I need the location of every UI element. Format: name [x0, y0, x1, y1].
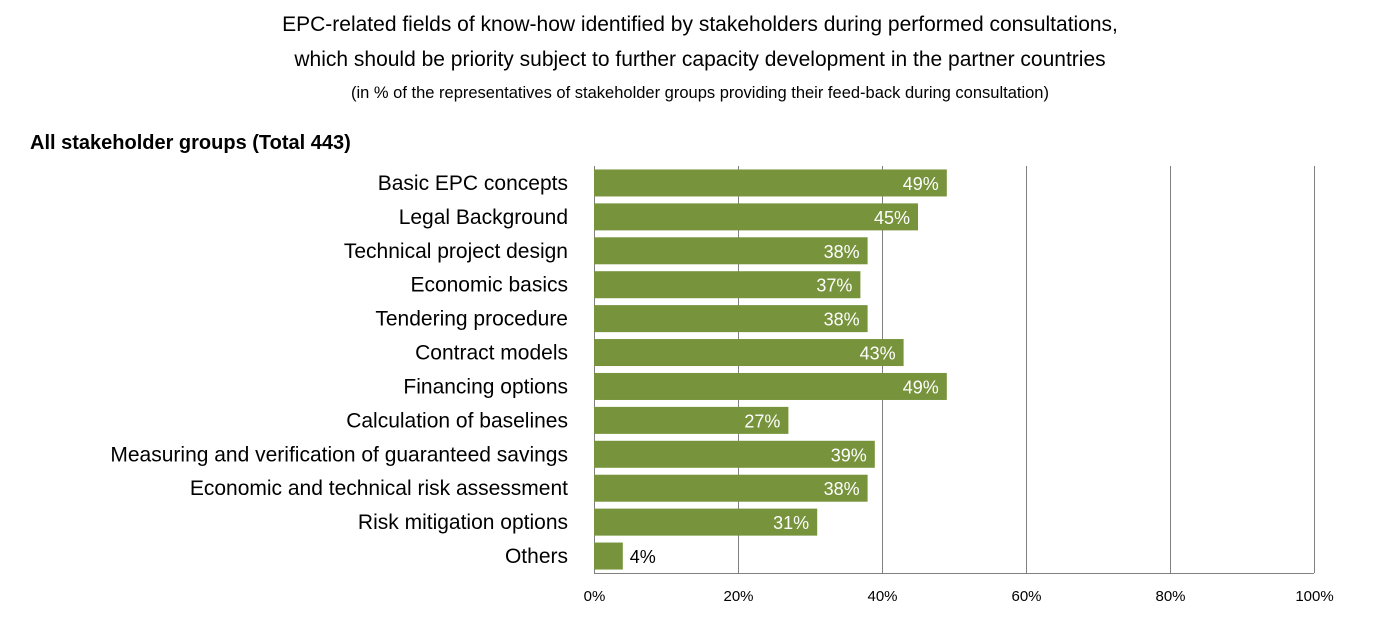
category-label: Contract models	[415, 342, 568, 365]
bar	[594, 169, 947, 197]
x-tick-label: 60%	[1011, 588, 1041, 605]
category-label: Others	[505, 545, 568, 568]
category-label: Legal Background	[399, 206, 568, 229]
value-label: 38%	[824, 479, 860, 499]
bar	[594, 440, 875, 468]
value-label: 38%	[824, 242, 860, 262]
value-label: 49%	[903, 174, 939, 194]
value-label: 45%	[874, 208, 910, 228]
x-tick-label: 80%	[1155, 588, 1185, 605]
bar	[594, 406, 789, 434]
category-label: Technical project design	[344, 240, 568, 263]
bar	[594, 203, 918, 231]
chart-subtitle: (in % of the representatives of stakehol…	[351, 84, 1049, 102]
bar	[594, 542, 623, 570]
bars	[594, 169, 947, 570]
bar	[594, 305, 868, 333]
bar	[594, 339, 904, 367]
category-label: Risk mitigation options	[358, 511, 568, 534]
bar	[594, 237, 868, 265]
category-label: Measuring and verification of guaranteed…	[110, 443, 568, 466]
chart-title-line-1: EPC-related fields of know-how identifie…	[282, 13, 1118, 36]
value-label: 43%	[860, 344, 896, 364]
group-title: All stakeholder groups (Total 443)	[30, 132, 351, 154]
category-label: Economic and technical risk assessment	[190, 477, 568, 500]
bar	[594, 271, 861, 299]
bar	[594, 372, 947, 400]
bar	[594, 474, 868, 502]
bar	[594, 508, 818, 536]
value-label: 37%	[816, 276, 852, 296]
gridlines	[594, 166, 1315, 574]
category-label: Financing options	[403, 375, 568, 398]
value-label: 31%	[773, 513, 809, 533]
category-label: Economic basics	[410, 274, 568, 297]
x-tick-label: 0%	[584, 588, 606, 605]
x-tick-label: 40%	[867, 588, 897, 605]
category-label: Basic EPC concepts	[378, 172, 568, 195]
labels: 0% 20% 40% 60% 80% 100% Basic EPC concepts 49% L…	[110, 172, 1333, 605]
value-label: 39%	[831, 445, 867, 465]
category-label: Calculation of baselines	[346, 409, 568, 432]
value-label: 49%	[903, 377, 939, 397]
x-tick-label: 100%	[1295, 588, 1333, 605]
value-label: 38%	[824, 310, 860, 330]
x-tick-label: 20%	[723, 588, 753, 605]
category-label: Tendering procedure	[375, 308, 568, 331]
value-label: 4%	[630, 547, 656, 567]
chart-title-line-2: which should be priority subject to furt…	[293, 48, 1105, 71]
value-label: 27%	[744, 411, 780, 431]
